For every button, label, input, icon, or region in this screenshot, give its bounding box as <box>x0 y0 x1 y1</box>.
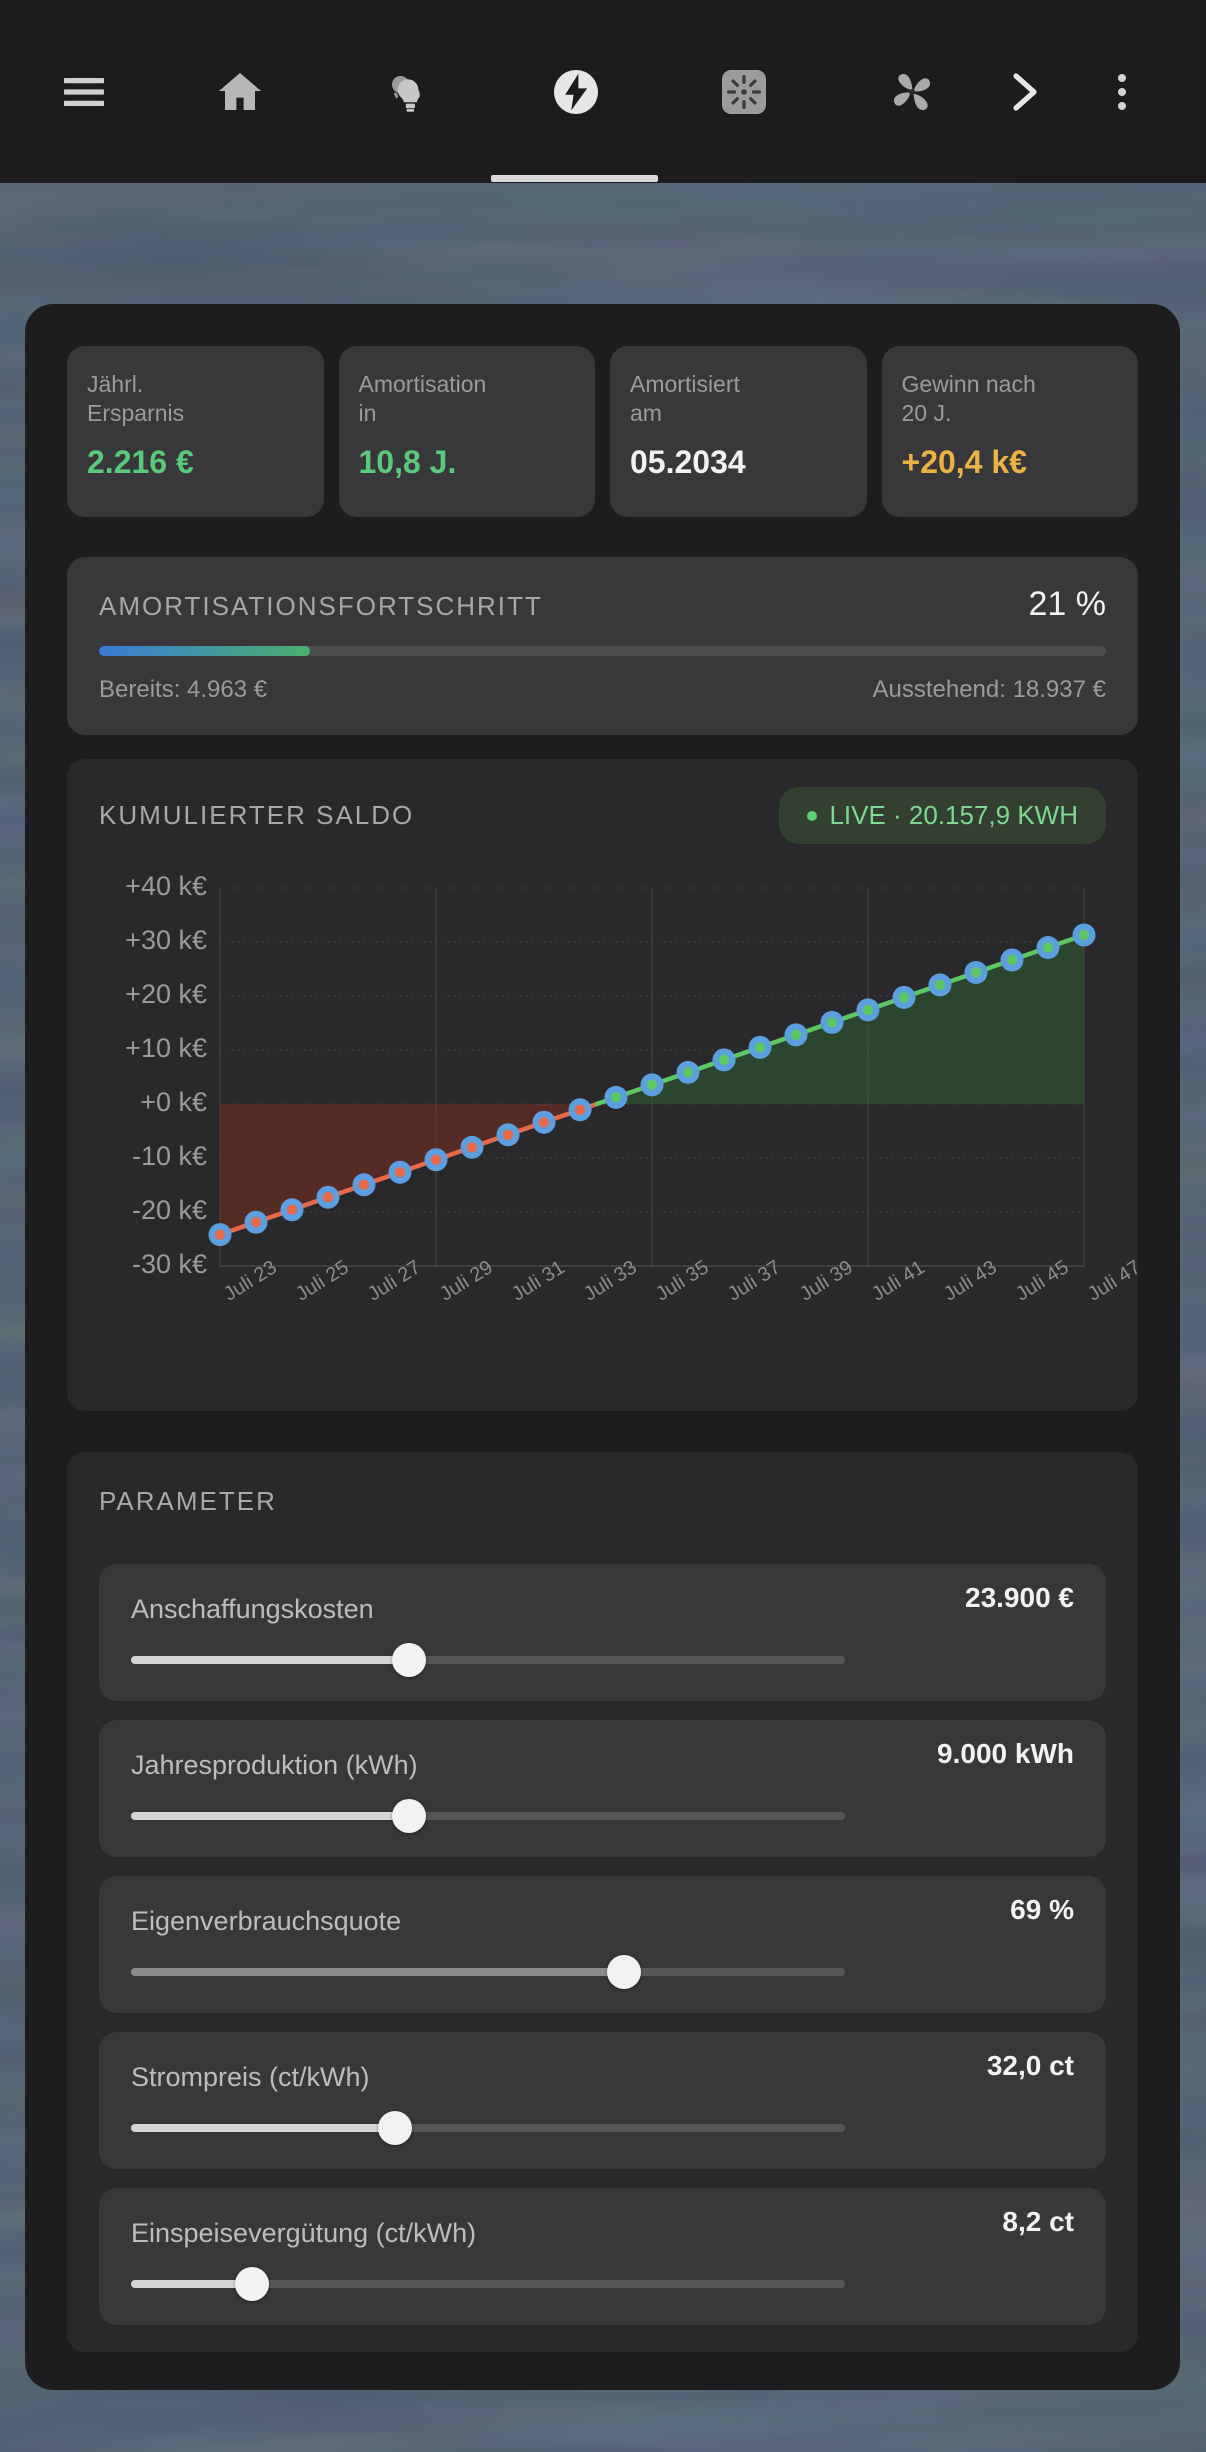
svg-text:-30 k€: -30 k€ <box>132 1249 207 1279</box>
svg-text:+40 k€: +40 k€ <box>125 871 207 901</box>
svg-text:-10 k€: -10 k€ <box>132 1141 207 1171</box>
svg-text:+0 k€: +0 k€ <box>140 1087 207 1117</box>
svg-text:+30 k€: +30 k€ <box>125 925 207 955</box>
svg-text:-20 k€: -20 k€ <box>132 1195 207 1225</box>
svg-text:+20 k€: +20 k€ <box>125 979 207 1009</box>
svg-text:+10 k€: +10 k€ <box>125 1033 207 1063</box>
